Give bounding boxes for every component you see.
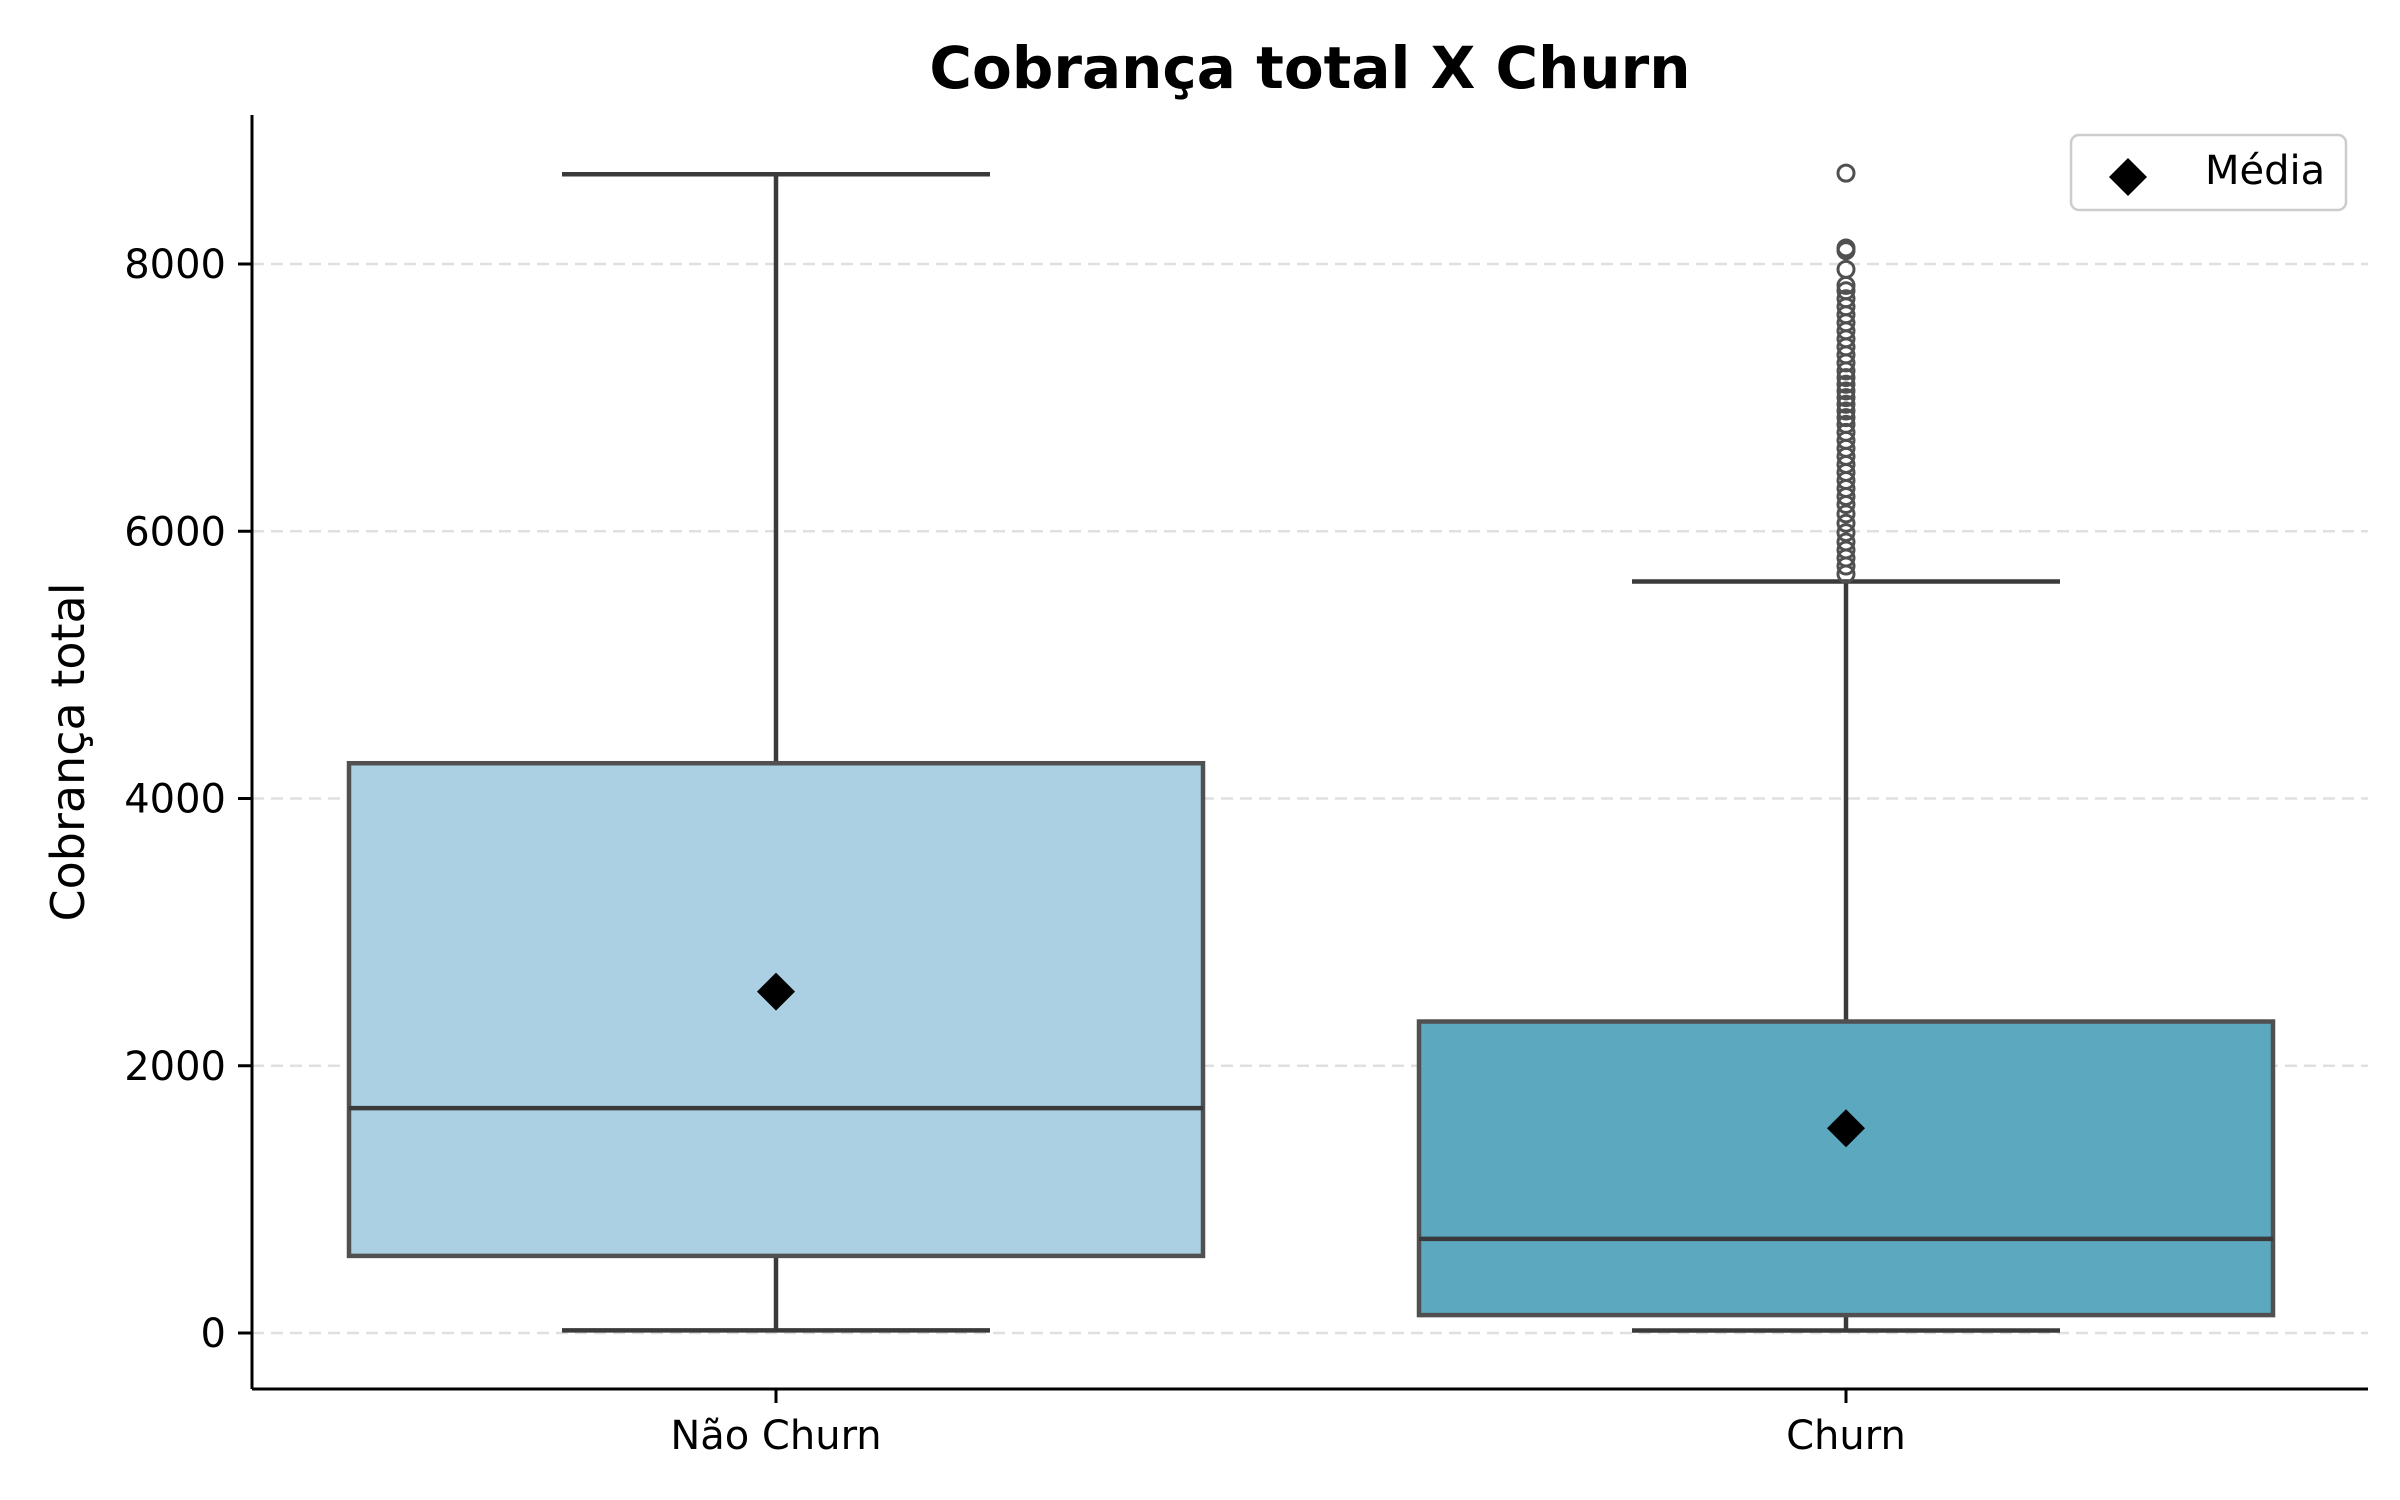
iqr-box <box>1416 1019 2276 1318</box>
box-group <box>1416 163 2276 1333</box>
outlier-point <box>1836 513 1856 533</box>
legend-frame <box>2069 133 2348 212</box>
x-tick-label: Não Churn <box>670 1413 881 1459</box>
outlier-point <box>1836 408 1856 428</box>
y-tick-label: 8000 <box>124 242 226 288</box>
outlier-point <box>1836 414 1856 434</box>
outlier-point <box>1836 388 1856 408</box>
outlier-point <box>1836 394 1856 414</box>
outlier-point <box>1836 381 1856 401</box>
box-layer <box>346 163 2276 1333</box>
y-tick-label: 2000 <box>124 1044 226 1090</box>
y-tick-label: 6000 <box>124 509 226 555</box>
y-tick-label: 0 <box>201 1311 226 1357</box>
legend-label: Média <box>2205 148 2325 194</box>
box-group <box>346 171 1206 1333</box>
outlier-point <box>1836 374 1856 394</box>
outlier-point <box>1836 523 1856 543</box>
legend-mean-marker <box>2109 158 2147 196</box>
chart-title: Cobrança total X Churn <box>929 34 1690 102</box>
outlier-point <box>1836 289 1856 309</box>
outlier-point <box>1836 238 1856 258</box>
y-axis-title: Cobrança total <box>41 582 95 921</box>
axes <box>250 115 2368 1391</box>
legend: Média <box>2069 133 2348 212</box>
outlier-point <box>1836 163 1856 183</box>
ticks: 0 2000 4000 6000 8000 Não Churn Churn <box>124 242 1906 1459</box>
x-tick-label: Churn <box>1786 1413 1906 1459</box>
outlier-point <box>1836 532 1856 552</box>
y-tick-label: 4000 <box>124 777 226 823</box>
mean-marker <box>1827 1109 1865 1148</box>
outlier-point <box>1836 401 1856 421</box>
outlier-point <box>1836 259 1856 279</box>
mean-marker <box>757 972 795 1011</box>
outlier-point <box>1836 281 1856 301</box>
